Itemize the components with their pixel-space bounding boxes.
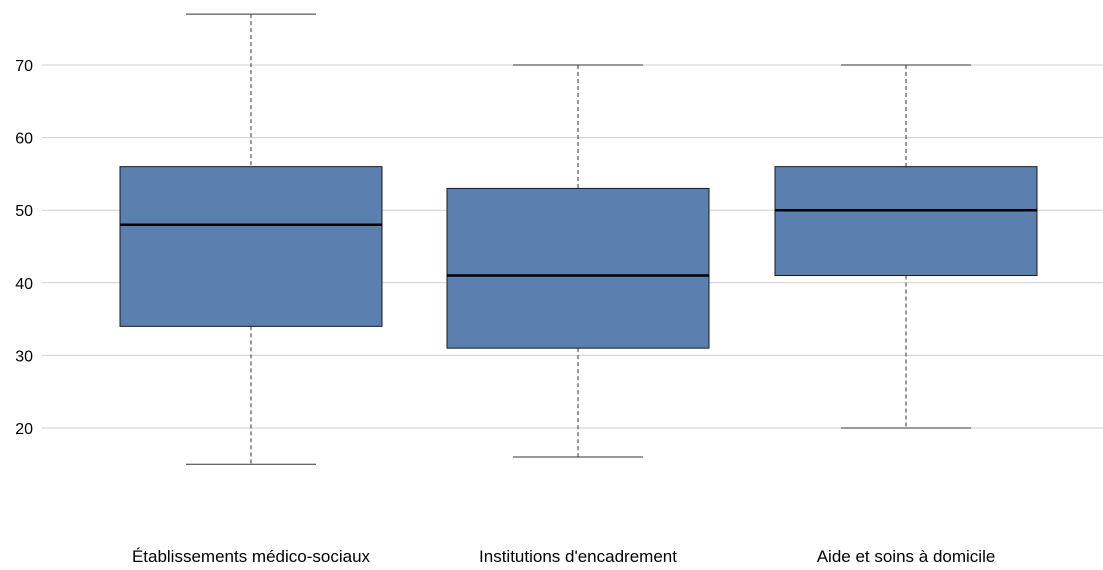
box-group: [774, 64, 1038, 429]
y-tick-label: 60: [15, 131, 33, 148]
y-tick-label: 30: [15, 348, 33, 365]
box-group: [446, 64, 710, 458]
y-tick-label: 40: [15, 276, 33, 293]
box-group: [119, 13, 383, 465]
x-category-label: Institutions d'encadrement: [479, 547, 677, 566]
iqr-box: [774, 166, 1038, 277]
iqr-box: [446, 187, 710, 349]
x-axis: Établissements médico-sociaux Institution…: [132, 547, 995, 566]
iqr-box: [119, 166, 383, 327]
x-category-label: Aide et soins à domicile: [817, 547, 996, 566]
y-tick-label: 50: [15, 203, 33, 220]
y-axis: 20 30 40 50 60 70: [15, 58, 33, 438]
y-tick-label: 70: [15, 58, 33, 75]
x-category-label: Établissements médico-sociaux: [132, 547, 371, 566]
boxes-layer: [119, 13, 1038, 465]
y-tick-label: 20: [15, 421, 33, 438]
